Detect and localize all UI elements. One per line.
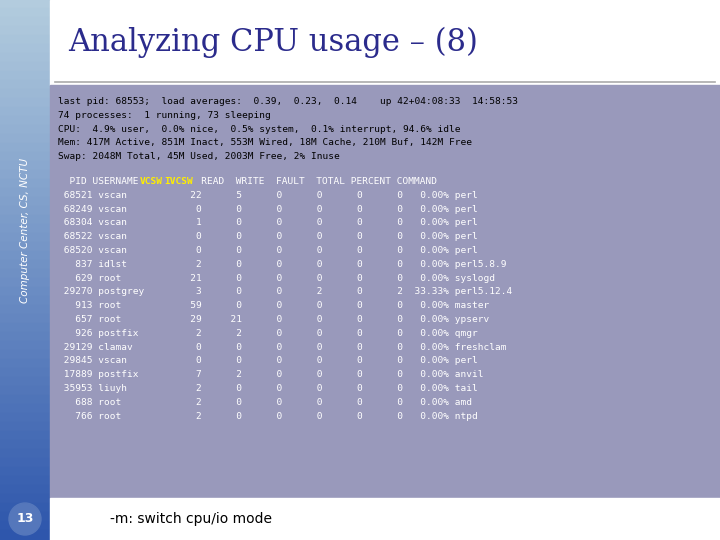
Text: 29129 clamav           0      0      0      0      0      0   0.00% freshclam: 29129 clamav 0 0 0 0 0 0 0.00% freshclam [58,343,506,352]
Bar [0,242,50,253]
Bar [0,206,50,217]
Bar [0,26,50,37]
Bar [0,422,50,433]
Bar [0,287,50,298]
Bar [50,0,720,85]
Bar [0,521,50,532]
Bar [0,188,50,199]
Bar [0,143,50,154]
Bar [0,467,50,478]
Bar [0,278,50,289]
Bar [0,170,50,181]
Bar [0,35,50,46]
Text: 17889 postfix          7      2      0      0      0      0   0.00% anvil: 17889 postfix 7 2 0 0 0 0 0.00% anvil [58,370,484,379]
Text: 913 root            59      0      0      0      0      0   0.00% master: 913 root 59 0 0 0 0 0 0.00% master [58,301,490,310]
Bar [0,197,50,208]
Bar [0,134,50,145]
Bar [0,179,50,190]
Text: Mem: 417M Active, 851M Inact, 553M Wired, 18M Cache, 210M Buf, 142M Free: Mem: 417M Active, 851M Inact, 553M Wired… [58,138,472,147]
Bar [0,152,50,163]
Text: 68249 vscan            0      0      0      0      0      0   0.00% perl: 68249 vscan 0 0 0 0 0 0 0.00% perl [58,205,478,214]
Bar [0,359,50,370]
Bar [0,53,50,64]
Text: 13: 13 [17,512,34,525]
Bar [0,251,50,262]
Text: 926 postfix          2      2      0      0      0      0   0.00% qmgr: 926 postfix 2 2 0 0 0 0 0.00% qmgr [58,329,478,338]
Bar [0,107,50,118]
Bar [0,44,50,55]
Bar [0,323,50,334]
Bar [0,503,50,514]
Bar [0,341,50,352]
Bar [0,368,50,379]
Bar [0,404,50,415]
Bar [0,332,50,343]
Text: -m: switch cpu/io mode: -m: switch cpu/io mode [110,512,272,526]
Bar [0,413,50,424]
Bar [0,17,50,28]
Bar [0,161,50,172]
Bar [0,0,50,10]
Bar [0,260,50,271]
Bar [0,494,50,505]
Bar [0,476,50,487]
Text: VCSW: VCSW [140,177,163,186]
Text: 35953 liuyh            2      0      0      0      0      0   0.00% tail: 35953 liuyh 2 0 0 0 0 0 0.00% tail [58,384,478,393]
Text: READ  WRITE  FAULT  TOTAL PERCENT COMMAND: READ WRITE FAULT TOTAL PERCENT COMMAND [184,177,437,186]
Text: 68521 vscan           22      5      0      0      0      0   0.00% perl: 68521 vscan 22 5 0 0 0 0 0.00% perl [58,191,478,200]
Bar [0,431,50,442]
Bar [0,269,50,280]
Bar [0,314,50,325]
Bar [0,395,50,406]
Bar [0,350,50,361]
Bar [0,512,50,523]
Text: 68520 vscan            0      0      0      0      0      0   0.00% perl: 68520 vscan 0 0 0 0 0 0 0.00% perl [58,246,478,255]
Bar [0,224,50,235]
Bar [50,498,720,540]
Bar [0,485,50,496]
Bar [0,215,50,226]
Text: 29845 vscan            0      0      0      0      0      0   0.00% perl: 29845 vscan 0 0 0 0 0 0 0.00% perl [58,356,478,366]
Bar [0,8,50,19]
Bar [0,440,50,451]
Bar [0,377,50,388]
Text: 68522 vscan            0      0      0      0      0      0   0.00% perl: 68522 vscan 0 0 0 0 0 0 0.00% perl [58,232,478,241]
Bar [0,116,50,127]
Text: CPU:  4.9% user,  0.0% nice,  0.5% system,  0.1% interrupt, 94.6% idle: CPU: 4.9% user, 0.0% nice, 0.5% system, … [58,125,461,133]
Text: last pid: 68553;  load averages:  0.39,  0.23,  0.14    up 42+04:08:33  14:58:53: last pid: 68553; load averages: 0.39, 0.… [58,97,518,106]
Text: 657 root            29     21      0      0      0      0   0.00% ypserv: 657 root 29 21 0 0 0 0 0.00% ypserv [58,315,490,324]
Text: 629 root            21      0      0      0      0      0   0.00% syslogd: 629 root 21 0 0 0 0 0 0.00% syslogd [58,274,495,282]
Text: PID USERNAME: PID USERNAME [58,177,173,186]
Text: 68304 vscan            1      0      0      0      0      0   0.00% perl: 68304 vscan 1 0 0 0 0 0 0.00% perl [58,219,478,227]
Text: 29270 postgrey         3      0      0      2      0      2  33.33% perl5.12.4: 29270 postgrey 3 0 0 2 0 2 33.33% perl5.… [58,287,512,296]
Bar [50,85,720,498]
Circle shape [9,503,41,535]
Bar [0,296,50,307]
Text: 688 root             2      0      0      0      0      0   0.00% amd: 688 root 2 0 0 0 0 0 0.00% amd [58,398,472,407]
Text: IVCSW: IVCSW [164,177,193,186]
Bar [0,125,50,136]
Bar [0,386,50,397]
Bar [0,71,50,82]
Bar [0,89,50,100]
Bar [0,62,50,73]
Text: 837 idlst            2      0      0      0      0      0   0.00% perl5.8.9: 837 idlst 2 0 0 0 0 0 0.00% perl5.8.9 [58,260,506,269]
Bar [0,305,50,316]
Bar [0,458,50,469]
Bar [0,233,50,244]
Text: Computer Center, CS, NCTU: Computer Center, CS, NCTU [20,158,30,302]
Bar [0,449,50,460]
Bar [0,80,50,91]
Bar [0,98,50,109]
Bar [0,530,50,540]
Text: Analyzing CPU usage – (8): Analyzing CPU usage – (8) [68,27,478,58]
Text: 766 root             2      0      0      0      0      0   0.00% ntpd: 766 root 2 0 0 0 0 0 0.00% ntpd [58,411,478,421]
Text: Swap: 2048M Total, 45M Used, 2003M Free, 2% Inuse: Swap: 2048M Total, 45M Used, 2003M Free,… [58,152,340,161]
Text: 74 processes:  1 running, 73 sleeping: 74 processes: 1 running, 73 sleeping [58,111,271,120]
